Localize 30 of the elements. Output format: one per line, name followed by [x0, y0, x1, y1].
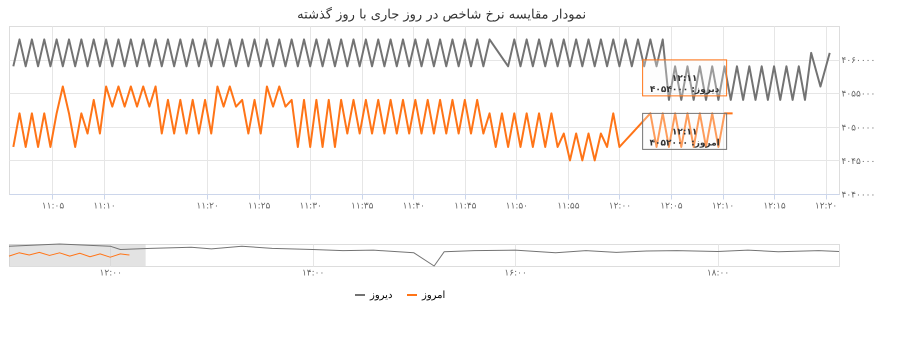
y-tick-label: ۴۰۶۰۰۰۰: [842, 56, 876, 66]
x-tick-label: ۱۱:۳۰: [300, 202, 322, 212]
x-tick-label: ۱۱:۲۰: [196, 202, 219, 212]
x-tick-label: ۱۲:۱۵: [763, 202, 786, 212]
x-tick-label: ۱۱:۱۰: [93, 202, 116, 212]
x-tick-label: ۱۲:۰۰: [608, 202, 632, 212]
x-tick-label: ۱۴:۰۰: [302, 268, 324, 278]
x-tick-label: ۱۲:۱۰: [712, 202, 734, 212]
x-tick-label: ۱۲:۰۰: [100, 268, 122, 278]
line-series: [12, 38, 831, 101]
y-tick-label: ۴۰۴۰۰۰۰: [842, 190, 876, 200]
x-tick-label: ۱۶:۰۰: [504, 268, 527, 278]
x-tick-label: ۱۲:۲۰: [814, 202, 838, 212]
x-tick-label: ۱۱:۰۵: [42, 202, 64, 212]
legend-label: امروز: [421, 290, 446, 301]
x-tick-label: ۱۸:۰۰: [706, 268, 730, 278]
x-tick-label: ۱۱:۳۵: [351, 202, 374, 212]
legend-label: دیروز: [369, 290, 392, 301]
x-tick-label: ۱۱:۴۵: [454, 202, 477, 212]
y-tick-label: ۴۰۵۰۰۰۰: [842, 123, 876, 134]
x-tick-label: ۱۱:۵۰: [506, 202, 528, 212]
x-tick-label: ۱۱:۴۰: [402, 202, 425, 212]
y-tick-label: ۴۰۵۵۰۰۰: [842, 90, 876, 100]
chart-title: نمودار مقایسه نرخ شاخص در روز جاری با روز گذشته: [297, 6, 586, 22]
line-series: [12, 85, 734, 162]
x-tick-label: ۱۱:۵۵: [557, 202, 580, 212]
annotation: ۱۲:۱۱ دیروز: ۴۰۵۴۰۰۰: [650, 74, 720, 95]
x-tick-label: ۱۲:۰۵: [660, 202, 683, 212]
y-tick-label: ۴۰۴۵۰۰۰: [842, 156, 876, 167]
x-tick-label: ۱۱:۲۵: [248, 202, 271, 212]
